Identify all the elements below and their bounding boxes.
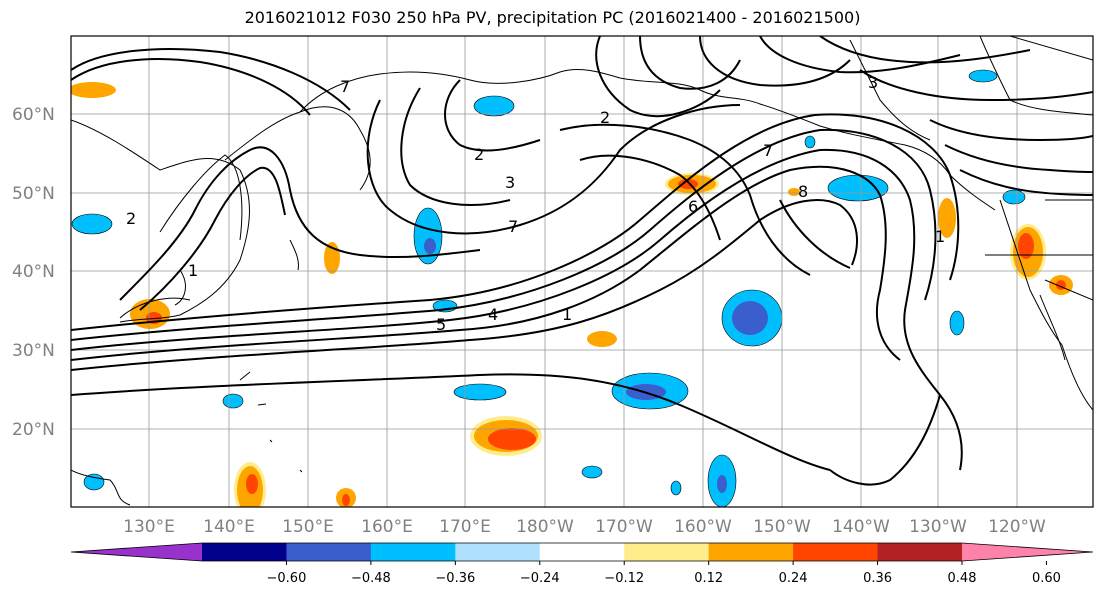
lon-label: 130°W — [909, 517, 967, 537]
lat-label: 40°N — [12, 262, 55, 282]
lon-label: 130°E — [123, 517, 175, 537]
contour-label: 3 — [505, 173, 515, 192]
colorbar-outline — [70, 542, 1094, 562]
colorbar-tick-label: 0.24 — [779, 571, 808, 586]
lon-label: 120°W — [988, 517, 1046, 537]
colorbar-swatch — [877, 543, 963, 561]
colorbar-swatch — [370, 543, 456, 561]
lon-label: 150°W — [753, 517, 811, 537]
lon-label: 170°E — [439, 517, 491, 537]
contour-label: 3 — [868, 73, 878, 92]
pv-contours — [71, 36, 1093, 486]
colorbar-swatch — [708, 543, 794, 561]
lon-label: 160°W — [674, 517, 732, 537]
contour-label: 1 — [188, 261, 198, 280]
colorbar-swatch — [455, 543, 541, 561]
lat-label: 50°N — [12, 184, 55, 204]
colorbar-swatch — [286, 543, 372, 561]
lon-label: 170°W — [595, 517, 653, 537]
contour-label: 7 — [340, 77, 350, 96]
contour-label: 1 — [935, 227, 945, 246]
contour-label: 2 — [600, 108, 610, 127]
contour-label: 7 — [763, 141, 773, 160]
colorbar-tick-label: 0.48 — [948, 571, 977, 586]
contour-label: 4 — [488, 305, 498, 324]
colorbar-tick-label: 0.36 — [863, 571, 892, 586]
lon-labels: 130°E 140°E 150°E 160°E 170°E 180°W 170°… — [123, 517, 1046, 537]
contour-label: 1 — [562, 305, 572, 324]
colorbar-swatch — [539, 543, 625, 561]
map-frame — [70, 35, 1094, 508]
colorbar-tick-label: −0.60 — [267, 571, 307, 586]
contour-label: 2 — [474, 145, 484, 164]
lat-label: 60°N — [12, 105, 55, 125]
lat-label: 30°N — [12, 341, 55, 361]
colorbar-tick-label: −0.12 — [604, 571, 644, 586]
contour-label: 6 — [688, 197, 698, 216]
contour-labels: 1 1 1 2 2 2 3 3 4 5 6 7 7 8 7 — [126, 73, 945, 334]
colorbar-tick-label: 0.12 — [694, 571, 723, 586]
colorbar-tick-label: −0.36 — [435, 571, 475, 586]
precip-shading — [71, 69, 1073, 507]
lon-label: 180°W — [516, 517, 574, 537]
colorbar-swatch — [202, 543, 287, 561]
figure-title: 2016021012 F030 250 hPa PV, precipitatio… — [244, 8, 861, 27]
colorbar-swatch — [624, 543, 710, 561]
lat-labels: 60°N 50°N 40°N 30°N 20°N — [12, 105, 55, 440]
lon-label: 140°W — [832, 517, 890, 537]
lat-label: 20°N — [12, 420, 55, 440]
lon-label: 140°E — [203, 517, 255, 537]
colorbar-extend-high — [962, 543, 1093, 561]
contour-label: 7 — [508, 217, 518, 236]
colorbar-tick-label: −0.48 — [351, 571, 391, 586]
contour-label: 2 — [126, 209, 136, 228]
lon-label: 150°E — [282, 517, 334, 537]
colorbar-swatch — [793, 543, 879, 561]
colorbar-tick-label: −0.24 — [520, 571, 560, 586]
colorbar-extend-low — [71, 543, 202, 561]
colorbar-tick-label: 0.60 — [1032, 571, 1061, 586]
contour-label: 8 — [798, 182, 808, 201]
colorbar: −0.60 −0.48 −0.36 −0.24 −0.12 0.12 0.24 0.36 0.4… — [70, 542, 1094, 586]
coastlines — [71, 36, 1093, 506]
contour-label: 5 — [436, 315, 446, 334]
lon-label: 160°E — [361, 517, 413, 537]
